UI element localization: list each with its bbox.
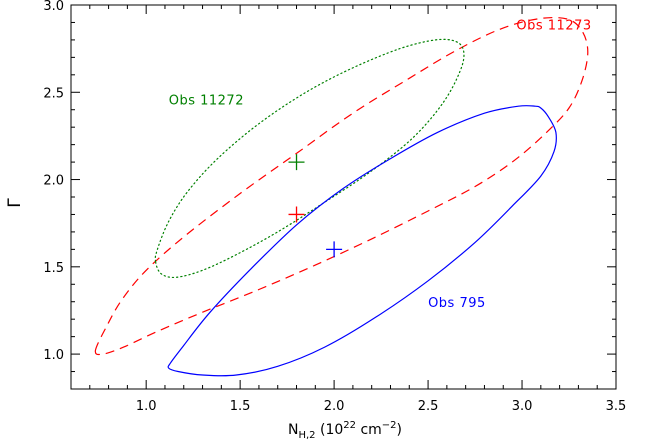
confidence-contours xyxy=(94,16,589,377)
y-tick-label: 2.0 xyxy=(43,174,64,189)
plot-area xyxy=(70,4,617,390)
x-axis-title-subscript: H,2 xyxy=(298,430,315,440)
plot-frame xyxy=(70,4,617,390)
y-tick-label: 2.5 xyxy=(43,86,64,101)
x-axis-title-close: ) xyxy=(397,422,402,438)
series-label-obs-11273: Obs 11273 xyxy=(516,18,591,33)
x-axis-title-superscript: 22 xyxy=(343,420,356,431)
x-axis-title-main: N xyxy=(288,422,298,438)
series-label-obs-11272: Obs 11272 xyxy=(169,93,244,108)
y-axis-title: Γ xyxy=(5,198,25,208)
x-axis-title-rest: (10 xyxy=(316,422,344,438)
x-tick-label: 2.5 xyxy=(418,399,439,414)
contour-obs-11272 xyxy=(154,38,465,279)
x-tick-label: 1.5 xyxy=(230,399,251,414)
x-axis-title-unit-superscript: −2 xyxy=(382,420,397,431)
x-axis-title: NH,2 (1022 cm−2) xyxy=(288,420,402,440)
y-tick-label: 3.0 xyxy=(43,0,64,14)
best-fit-marker-obs-11272 xyxy=(288,154,305,171)
series-labels: Obs 11273 Obs 11272 Obs 795 xyxy=(169,18,591,311)
best-fit-marker-obs-795 xyxy=(326,241,343,258)
x-axis-title-unit: cm xyxy=(356,422,382,438)
contour-obs-11273 xyxy=(94,16,589,356)
contour-obs-795 xyxy=(167,105,557,377)
x-tick-label: 2.0 xyxy=(324,399,345,414)
x-tick-label: 1.0 xyxy=(136,399,157,414)
series-label-obs-795: Obs 795 xyxy=(428,296,486,311)
x-tick-label: 3.0 xyxy=(512,399,533,414)
y-tick-label: 1.0 xyxy=(43,348,64,363)
axis-ticks: 1.0 1.5 2.0 2.5 3.0 3.5 1.0 1.5 2.0 2.5 3.0 xyxy=(43,0,626,414)
best-fit-markers xyxy=(288,154,343,258)
best-fit-marker-obs-11273 xyxy=(288,206,305,223)
y-tick-label: 1.5 xyxy=(43,261,64,276)
x-tick-label: 3.5 xyxy=(606,399,627,414)
